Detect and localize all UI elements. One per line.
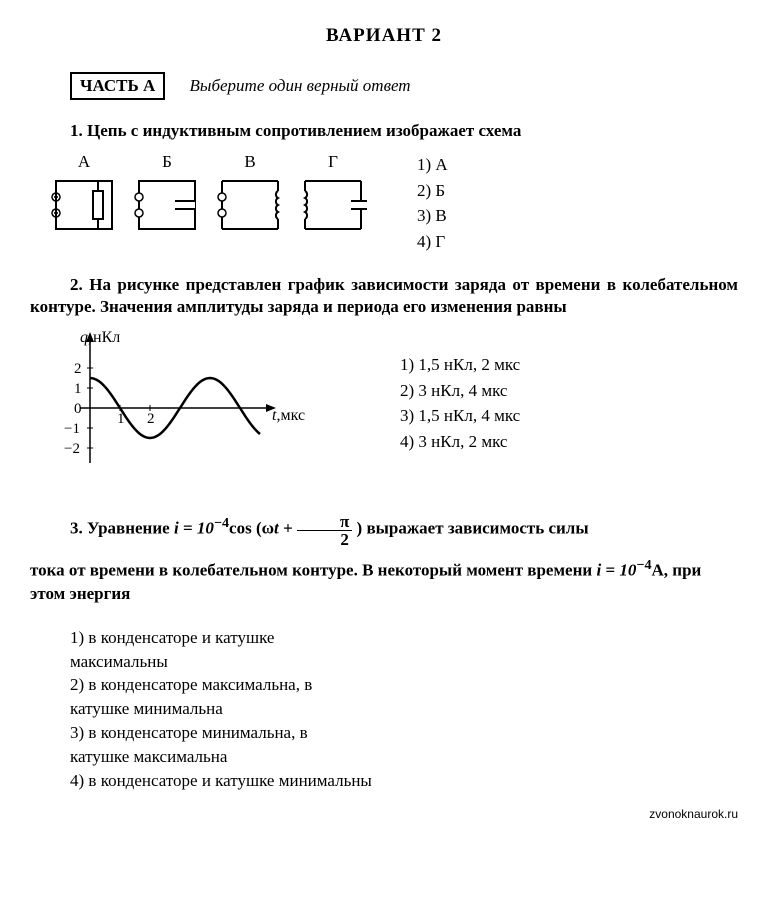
circuit-a (50, 175, 118, 235)
q1-ans-1: 1) А (417, 152, 448, 178)
q1-label-v: В (244, 152, 255, 172)
q3-block: 3. Уравнение i = 10−4cos (ωt + π2 ) выра… (30, 508, 738, 606)
part-header: ЧАСТЬ А Выберите один верный ответ (70, 72, 738, 100)
q3-ans-3: 3) в конденсаторе минимальна, в катушке … (70, 721, 370, 769)
q1-ans-2: 2) Б (417, 178, 448, 204)
q3-answers: 1) в конденсаторе и катушке максимальны … (70, 626, 738, 793)
svg-text:0: 0 (74, 401, 82, 417)
q2-ans-2: 2) 3 нКл, 4 мкс (400, 378, 520, 404)
circuit-b (133, 175, 201, 235)
svg-text:нКл: нКл (93, 329, 120, 346)
q2-text: 2. На рисунке представлен график зависим… (30, 274, 738, 318)
circuit-g (299, 175, 367, 235)
svg-text:−1: −1 (64, 421, 80, 437)
q2-ans-4: 4) 3 нКл, 2 мкс (400, 429, 520, 455)
q1-ans-3: 3) В (417, 203, 448, 229)
q2-ans-1: 1) 1,5 нКл, 2 мкс (400, 352, 520, 378)
variant-title: ВАРИАНТ 2 (30, 25, 738, 47)
q2-answers: 1) 1,5 нКл, 2 мкс 2) 3 нКл, 4 мкс 3) 1,5… (400, 352, 520, 454)
q2-row: q, нКл t,мкс 2 1 0 −1 −2 1 2 1) 1,5 нКл,… (50, 328, 738, 478)
q1-label-b: Б (162, 152, 172, 172)
q3-ans-1: 1) в конденсаторе и катушке максимальны (70, 626, 370, 674)
part-instruction: Выберите один верный ответ (190, 76, 411, 95)
footer-source: zvonoknaurok.ru (30, 807, 738, 821)
q3-ans-4: 4) в конденсаторе и катушке минимальны (70, 769, 738, 793)
q1-circuits: А Б (50, 152, 367, 235)
svg-text:2: 2 (147, 411, 155, 427)
q3-ans-2: 2) в конденсаторе максимальна, в катушке… (70, 673, 370, 721)
svg-text:2: 2 (74, 361, 82, 377)
q3-line1: 3. Уравнение i = 10−4cos (ωt + π2 ) выра… (30, 508, 738, 547)
q2-ans-3: 3) 1,5 нКл, 4 мкс (400, 403, 520, 429)
circuit-v (216, 175, 284, 235)
q1-ans-4: 4) Г (417, 229, 448, 255)
svg-text:t,мкс: t,мкс (272, 407, 305, 424)
q3-line2: тока от времени в колебательном контуре.… (30, 556, 738, 606)
q1-row: А Б (50, 152, 738, 254)
svg-text:1: 1 (74, 381, 82, 397)
q1-label-a: А (78, 152, 90, 172)
q1-label-g: Г (328, 152, 338, 172)
svg-text:−2: −2 (64, 441, 80, 457)
part-label: ЧАСТЬ А (70, 72, 165, 100)
q1-answers: 1) А 2) Б 3) В 4) Г (417, 152, 448, 254)
q1-text: 1. Цепь с индуктивным сопротивлением изо… (30, 120, 738, 142)
q2-chart: q, нКл t,мкс 2 1 0 −1 −2 1 2 (50, 328, 300, 478)
